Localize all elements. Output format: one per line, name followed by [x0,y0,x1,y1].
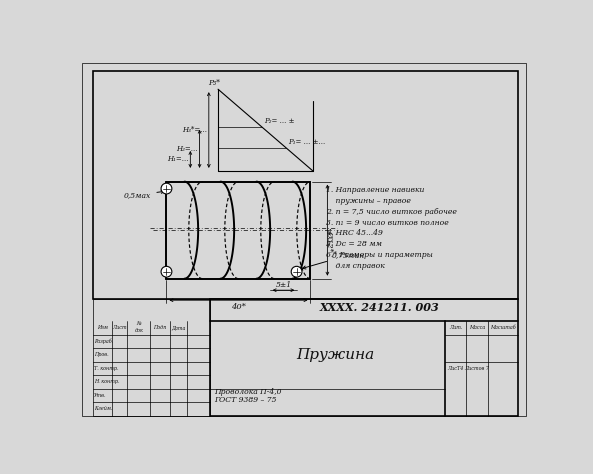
Text: 6.* Размеры и параметры: 6.* Размеры и параметры [326,251,433,259]
Text: Проволока П-4,0: Проволока П-4,0 [214,388,282,396]
Text: P₁= ... ±...: P₁= ... ±... [289,138,326,146]
Bar [93,71,518,300]
Text: Листов 7: Листов 7 [464,366,489,371]
Text: №
док: № док [134,322,143,333]
Text: Изм: Изм [97,325,107,330]
Circle shape [161,183,172,194]
Text: 3. n₁ = 9 число витков полное: 3. n₁ = 9 число витков полное [326,219,449,227]
Circle shape [161,266,172,277]
Text: 2. n = 7,5 число витков рабочее: 2. n = 7,5 число витков рабочее [326,208,457,216]
Text: ГОСТ 9389 – 75: ГОСТ 9389 – 75 [214,396,277,404]
Text: Масштаб: Масштаб [490,325,516,330]
Text: Утв.: Утв. [94,393,107,398]
Text: H₂=...: H₂=... [177,145,198,153]
Text: Подп: Подп [153,325,167,330]
Text: 4. HRC 45...49: 4. HRC 45...49 [326,229,382,237]
Text: пружины – правое: пружины – правое [326,197,411,205]
Text: Лист: Лист [112,325,127,330]
Circle shape [291,266,302,277]
Bar [211,300,518,416]
Text: P₃*: P₃* [208,79,220,87]
Bar [93,300,211,416]
Text: Ø32*: Ø32* [325,230,333,252]
Text: H₁=...: H₁=... [167,155,189,164]
Text: Пружина: Пружина [296,348,375,362]
Text: Дата: Дата [171,325,186,330]
Text: XXXX. 241211. 003: XXXX. 241211. 003 [320,302,439,313]
Text: Клейм.: Клейм. [94,406,113,411]
Text: Т. контр.: Т. контр. [94,366,119,371]
Text: для справок: для справок [326,262,385,270]
Text: 5±1: 5±1 [275,281,292,289]
Text: P₂= ... ±: P₂= ... ± [264,117,295,125]
Text: 1. Направление навивки: 1. Направление навивки [326,186,424,194]
Text: H₃*=...: H₃*=... [182,126,208,134]
Text: ЛисТ4: ЛисТ4 [447,366,464,371]
Text: Пров.: Пров. [94,352,109,357]
Text: Н. контр.: Н. контр. [94,379,120,384]
Text: Разраб.: Разраб. [94,338,113,344]
Text: Лит.: Лит. [449,325,463,330]
Text: Масса: Масса [468,325,485,330]
Text: 40*: 40* [231,302,246,310]
Text: 0,75мин: 0,75мин [302,251,365,269]
Text: 0,5мах: 0,5мах [124,190,164,199]
Text: 5. Dс = 28 мм: 5. Dс = 28 мм [326,240,382,248]
